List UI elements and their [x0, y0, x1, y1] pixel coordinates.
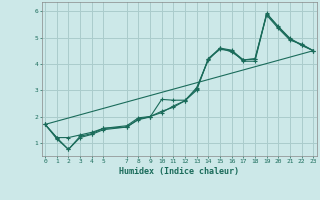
- X-axis label: Humidex (Indice chaleur): Humidex (Indice chaleur): [119, 167, 239, 176]
